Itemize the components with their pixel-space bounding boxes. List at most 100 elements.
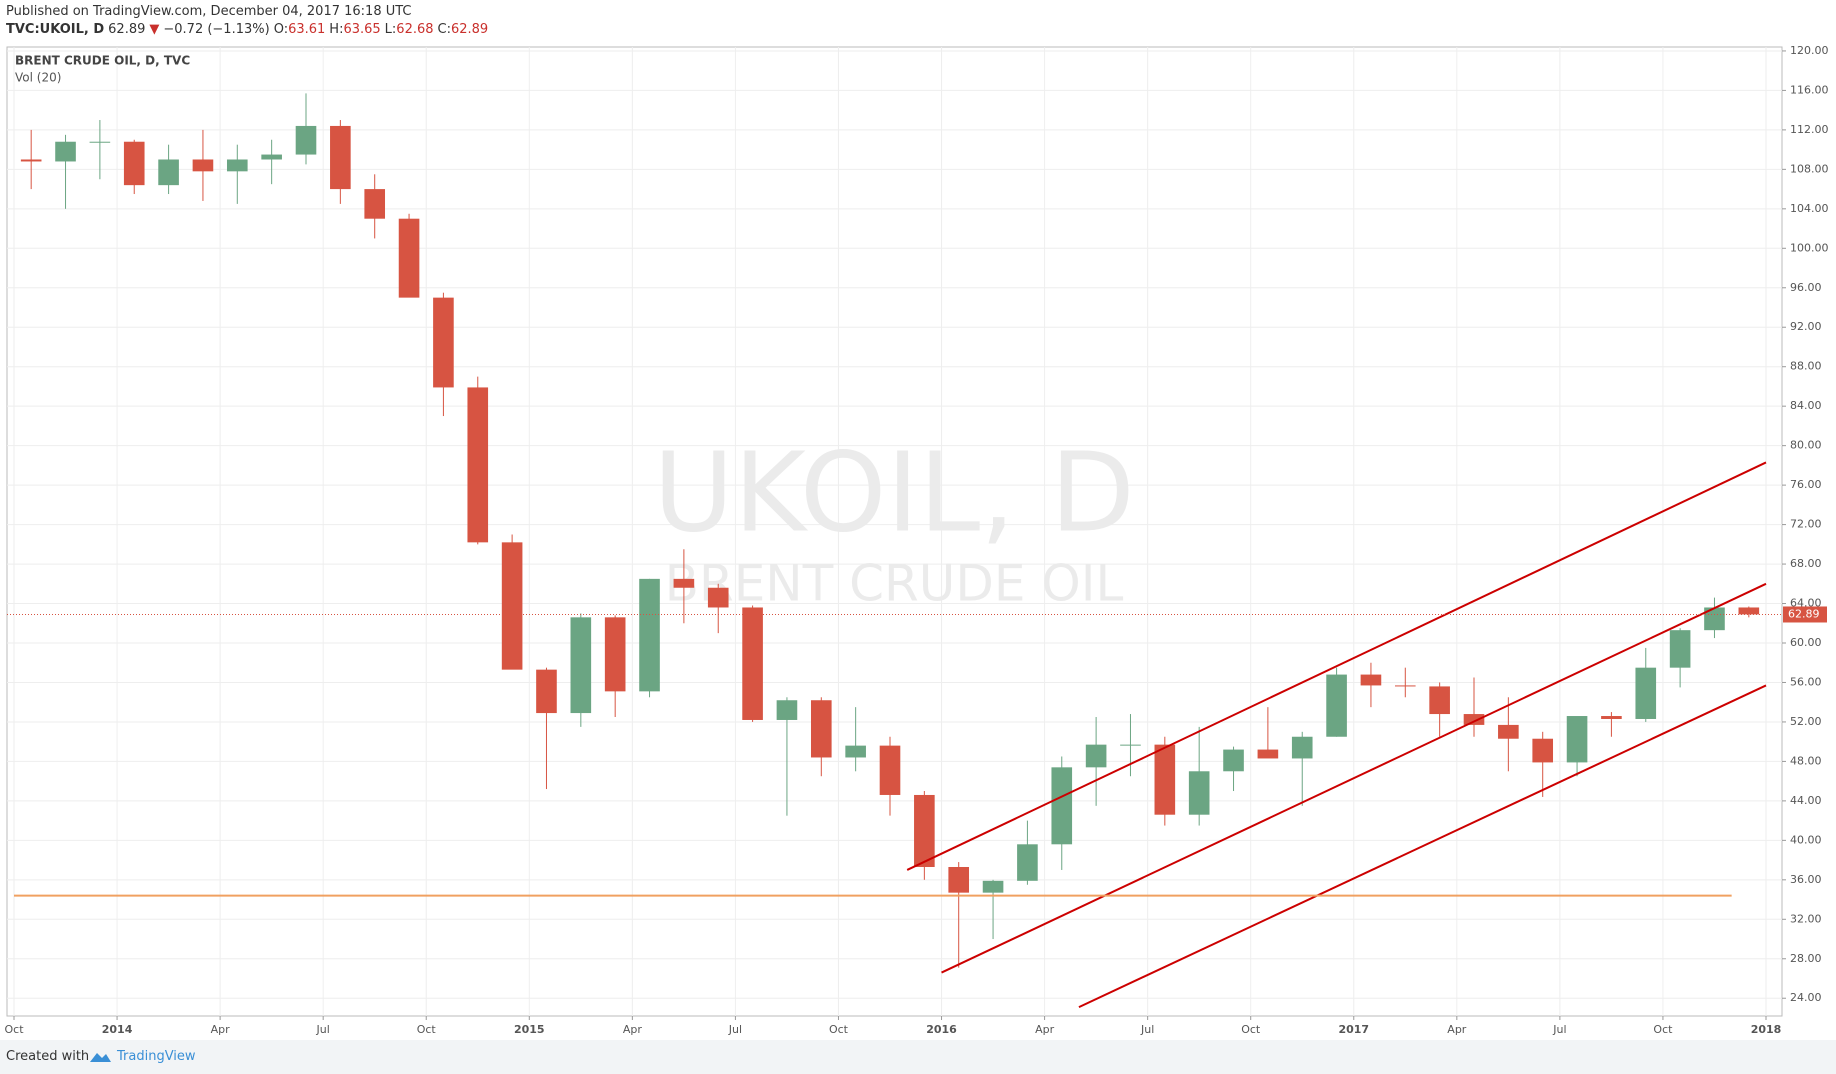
y-tick-label: 96.00: [1790, 281, 1822, 294]
candle-body: [948, 866, 970, 893]
y-tick-label: 52.00: [1790, 715, 1822, 728]
legend-title: BRENT CRUDE OIL, D, TVC: [15, 54, 190, 68]
y-tick-label: 84.00: [1790, 399, 1822, 412]
candle-body: [1429, 686, 1450, 715]
open: 63.61: [288, 22, 326, 37]
candle-body: [295, 125, 317, 155]
h-label: H:: [329, 22, 344, 37]
y-tick-label: 120.00: [1790, 44, 1829, 57]
y-tick-label: 68.00: [1790, 557, 1822, 570]
candle-body: [158, 159, 179, 186]
candle-body: [1669, 630, 1691, 668]
candle-body: [673, 578, 695, 588]
chart: UKOIL, D BRENT CRUDE OIL BRENT CRUDE OIL…: [4, 44, 1829, 1036]
candle-body: [1601, 716, 1622, 719]
high: 63.65: [343, 22, 381, 37]
candle-body: [914, 794, 935, 867]
x-tick-label: Jul: [1140, 1023, 1154, 1036]
candle-body: [467, 387, 489, 543]
x-tick-label: Apr: [623, 1023, 643, 1036]
candle-body: [707, 587, 729, 608]
candle-body: [1154, 744, 1176, 815]
x-tick-label: Oct: [4, 1023, 24, 1036]
x-tick-label: Oct: [829, 1023, 849, 1036]
candle-body: [1257, 749, 1279, 759]
candle-body: [1223, 749, 1244, 772]
candle-body: [1326, 674, 1347, 737]
published: Published on TradingView.com, December 0…: [6, 4, 412, 19]
candle-body: [261, 154, 282, 160]
x-tick-label: 2018: [1751, 1023, 1782, 1036]
candle-body: [1498, 724, 1519, 739]
candle-body: [570, 617, 592, 714]
y-tick-label: 44.00: [1790, 794, 1822, 807]
candle-body: [1738, 607, 1760, 615]
x-tick-label: Oct: [417, 1023, 437, 1036]
y-tick-label: 104.00: [1790, 202, 1829, 215]
created-with: Created with: [6, 1049, 90, 1064]
trend-line: [906, 461, 1767, 871]
y-tick-label: 24.00: [1790, 991, 1822, 1004]
brand[interactable]: TradingView: [117, 1049, 196, 1064]
x-tick-label: 2016: [926, 1023, 957, 1036]
x-tick-label: 2014: [102, 1023, 133, 1036]
candle-body: [1360, 674, 1382, 686]
y-tick-label: 76.00: [1790, 478, 1822, 491]
candle-body: [55, 141, 76, 162]
candle-body: [192, 159, 214, 172]
y-tick-label: 48.00: [1790, 754, 1822, 767]
l-label: L:: [384, 22, 397, 37]
candle-body: [1704, 607, 1725, 631]
candle-body: [1120, 744, 1141, 746]
y-tick-label: 116.00: [1790, 83, 1829, 96]
symbol: TVC:UKOIL, D: [6, 22, 105, 37]
y-tick-label: 36.00: [1790, 873, 1822, 886]
y-tick-label: 28.00: [1790, 952, 1822, 965]
candle-body: [398, 218, 420, 298]
candle-body: [1463, 714, 1485, 725]
candle-body: [433, 297, 454, 388]
candle-body: [810, 700, 832, 758]
footer: Created with TradingView: [0, 1040, 1836, 1074]
y-tick-label: 40.00: [1790, 833, 1822, 846]
candle-body: [1188, 771, 1210, 815]
arrow: ▼: [149, 22, 160, 37]
candle-body: [1085, 744, 1107, 768]
candle-body: [1635, 667, 1657, 719]
candle-body: [845, 745, 866, 758]
x-tick-label: Jul: [728, 1023, 742, 1036]
watermark-sub: BRENT CRUDE OIL: [665, 555, 1124, 613]
y-tick-label: 92.00: [1790, 320, 1822, 333]
low: 62.68: [396, 22, 434, 37]
logo: [90, 1053, 111, 1062]
x-tick-label: Oct: [1653, 1023, 1673, 1036]
last-price-tag: [1783, 606, 1827, 623]
y-tick-label: 72.00: [1790, 518, 1822, 531]
candle-body: [226, 159, 248, 172]
y-tick-label: 64.00: [1790, 597, 1822, 610]
last-price-label: 62.89: [1788, 607, 1820, 620]
candle-body: [639, 578, 660, 692]
x-tick-label: Oct: [1241, 1023, 1261, 1036]
candle-body: [1291, 736, 1313, 759]
o-label: O:: [273, 22, 289, 37]
candle-body: [123, 141, 145, 186]
candle-body: [1394, 685, 1416, 687]
watermark: UKOIL, D: [653, 428, 1135, 556]
close: 62.89: [450, 22, 489, 37]
quote-line: TVC:UKOIL, D 62.89 ▼ −0.72 (−1.13%) O:63.61 H…: [6, 22, 492, 37]
x-tick-label: Jul: [316, 1023, 330, 1036]
x-tick-label: Apr: [1035, 1023, 1055, 1036]
y-tick-label: 56.00: [1790, 675, 1822, 688]
x-tick-label: Jul: [1552, 1023, 1566, 1036]
change: −0.72 (−1.13%): [163, 22, 270, 37]
published-line: Published on TradingView.com, December 0…: [6, 4, 416, 19]
c-label: C:: [437, 22, 451, 37]
candle-body: [1566, 716, 1588, 763]
x-tick-label: Apr: [211, 1023, 231, 1036]
x-tick-label: Apr: [1447, 1023, 1467, 1036]
candle-body: [604, 617, 626, 692]
candle-body: [536, 669, 557, 714]
candle-body: [982, 880, 1004, 893]
